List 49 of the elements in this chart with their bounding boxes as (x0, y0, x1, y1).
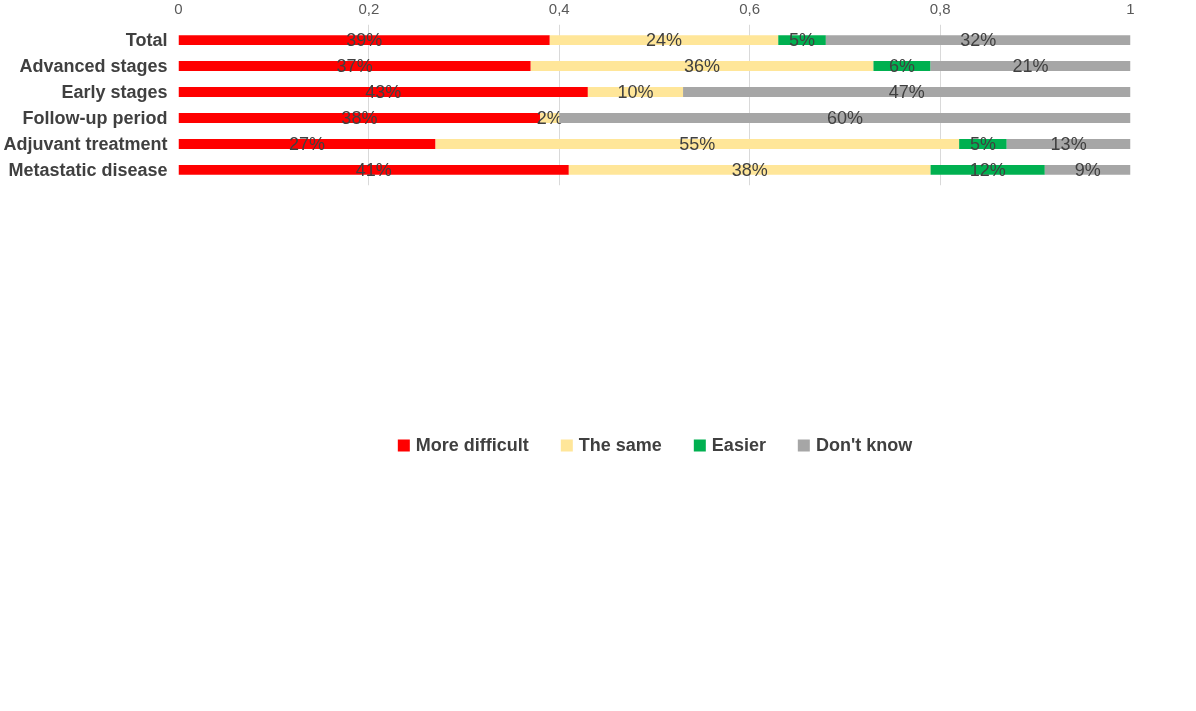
y-tick-label: Advanced stages (19, 56, 168, 77)
data-label: 43% (365, 82, 402, 103)
bar (559, 113, 1131, 123)
bar (549, 35, 779, 46)
bar (178, 87, 588, 97)
data-label: 39% (346, 30, 383, 51)
data-label: 55% (679, 133, 716, 154)
data-label: 21% (1012, 56, 1049, 77)
data-label: 9% (1074, 159, 1101, 180)
bar (930, 61, 1131, 71)
bar (435, 139, 960, 149)
data-label: 5% (789, 30, 816, 51)
legend-label: Don't know (815, 434, 913, 456)
data-label: 47% (888, 82, 925, 103)
legend-label: Easier (711, 434, 766, 456)
bar (178, 139, 436, 149)
bar (568, 164, 931, 175)
legend-label: The same (578, 434, 662, 456)
x-tick-label: 0,2 (358, 0, 380, 17)
data-label: 10% (617, 82, 654, 103)
data-label: 24% (646, 30, 683, 51)
x-tick-label: 0 (174, 0, 183, 17)
data-label: 37% (336, 56, 373, 77)
y-tick-label: Metastatic disease (8, 159, 168, 180)
data-label: 38% (341, 107, 378, 128)
bar (825, 35, 1131, 46)
data-label: 32% (960, 30, 997, 51)
x-tick-label: 1 (1126, 0, 1135, 17)
y-tick-label: Early stages (61, 82, 168, 103)
data-label: 41% (355, 159, 392, 180)
data-label: 36% (684, 56, 721, 77)
bar (530, 61, 874, 71)
y-tick-label: Follow-up period (22, 107, 168, 128)
bar (178, 164, 569, 175)
data-label: 5% (969, 133, 996, 154)
legend-label: More difficult (415, 434, 529, 456)
data-label: 13% (1050, 133, 1087, 154)
x-tick-label: 0,8 (929, 0, 951, 17)
data-label: 6% (889, 56, 916, 77)
bar (683, 87, 1131, 97)
x-tick-label: 0,4 (548, 0, 570, 17)
y-tick-label: Adjuvant treatment (3, 133, 168, 154)
bar (178, 35, 550, 46)
x-tick-label: 0,6 (739, 0, 761, 17)
data-label: 27% (289, 133, 326, 154)
data-label: 60% (826, 107, 863, 128)
y-tick-label: Total (125, 30, 168, 51)
bar (178, 61, 531, 71)
data-label: 38% (731, 159, 768, 180)
